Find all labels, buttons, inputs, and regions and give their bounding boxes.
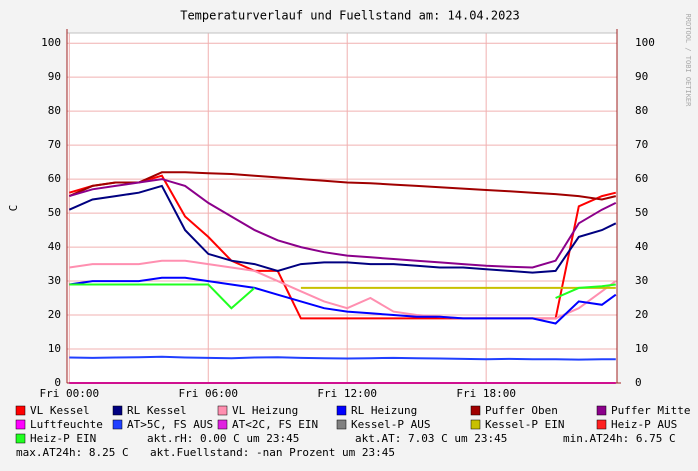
legend-swatch [15, 433, 26, 444]
y-tick-label-right: 10 [635, 342, 648, 355]
y-tick-label-right: 60 [635, 172, 648, 185]
side-label: RRDTOOL / TOBI OETIKER [684, 14, 692, 108]
legend-label: AT<2C, FS EIN [232, 418, 318, 431]
note: min.AT24h: 6.75 C [563, 432, 676, 445]
legend-label: Puffer Mitte [611, 404, 690, 417]
legend-swatch [217, 405, 228, 416]
x-tick-label: Fri 00:00 [40, 387, 100, 400]
y-tick-label: 30 [48, 274, 61, 287]
legend-label: RL Heizung [351, 404, 417, 417]
legend-label: Heiz-P AUS [611, 418, 677, 431]
series-line [69, 355, 616, 361]
y-tick-label-right: 80 [635, 104, 648, 117]
chart-title: Temperaturverlauf und Fuellstand am: 14.… [180, 9, 520, 23]
legend-swatch [470, 405, 481, 416]
y-tick-label: 80 [48, 104, 61, 117]
x-tick-label: Fri 12:00 [317, 387, 377, 400]
legend-label: Heiz-P EIN [30, 432, 96, 445]
y-tick-label: 40 [48, 240, 61, 253]
legend-swatch [15, 405, 26, 416]
y-tick-label: 100 [41, 36, 61, 49]
legend-swatch [470, 419, 481, 430]
legend-label: VL Heizung [232, 404, 298, 417]
series-line [68, 171, 617, 201]
legend-label: VL Kessel [30, 404, 90, 417]
y-tick-label-right: 70 [635, 138, 648, 151]
y-tick-label-right: 40 [635, 240, 648, 253]
y-axis-label: C [7, 205, 20, 212]
series-line [69, 178, 617, 269]
y-tick-label-right: 20 [635, 308, 648, 321]
legend-label: RL Kessel [127, 404, 187, 417]
y-tick-label: 20 [48, 308, 61, 321]
y-tick-label: 0 [54, 376, 61, 389]
legend-swatch [15, 419, 26, 430]
legend-label: Luftfeuchte [30, 418, 103, 431]
series-line [68, 184, 617, 274]
y-tick-label-right: 50 [635, 206, 648, 219]
legend-swatch [336, 419, 347, 430]
legend-swatch [596, 405, 607, 416]
series-line [69, 283, 616, 310]
legend-label: Kessel-P AUS [351, 418, 430, 431]
legend-swatch [112, 405, 123, 416]
series-line [69, 276, 617, 325]
legend-swatch [112, 419, 123, 430]
note: akt.Fuellstand: -nan Prozent um 23:45 [150, 446, 395, 459]
y-tick-label-right: 90 [635, 70, 648, 83]
y-tick-label-right: 0 [635, 376, 642, 389]
y-tick-label: 60 [48, 172, 61, 185]
legend-swatch [336, 405, 347, 416]
legend-label: Puffer Oben [485, 404, 558, 417]
y-tick-label: 10 [48, 342, 61, 355]
note: akt.AT: 7.03 C um 23:45 [355, 432, 507, 445]
note: max.AT24h: 8.25 C [16, 446, 129, 459]
legend-swatch [596, 419, 607, 430]
legend-label: Kessel-P EIN [485, 418, 564, 431]
plot-area [67, 33, 617, 383]
legend-swatch [217, 419, 228, 430]
x-tick-label: Fri 06:00 [178, 387, 238, 400]
y-tick-label: 90 [48, 70, 61, 83]
x-tick-label: Fri 18:00 [456, 387, 516, 400]
legend-label: AT>5C, FS AUS [127, 418, 213, 431]
note: akt.rH: 0.00 C um 23:45 [147, 432, 299, 445]
y-tick-label-right: 30 [635, 274, 648, 287]
y-tick-label: 70 [48, 138, 61, 151]
y-tick-label: 50 [48, 206, 61, 219]
y-tick-label-right: 100 [635, 36, 655, 49]
